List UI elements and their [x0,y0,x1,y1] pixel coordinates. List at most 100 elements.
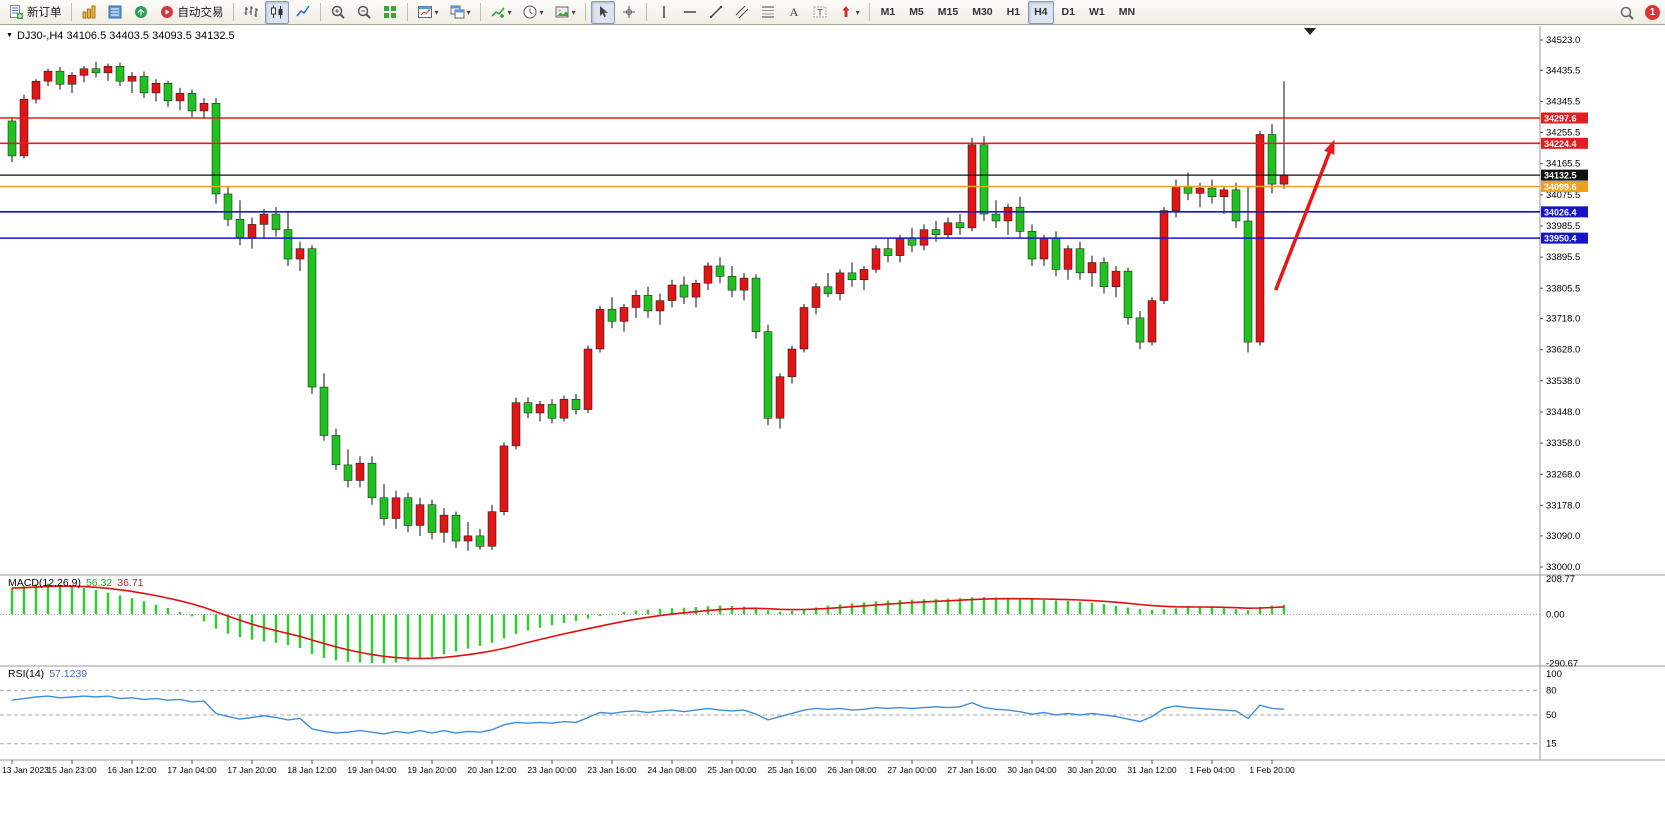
crosshair-button[interactable] [617,1,641,24]
toolbar-separator [479,3,481,21]
timeframe-d1-button[interactable]: D1 [1061,6,1075,18]
price-shift-marker[interactable] [1304,28,1316,35]
macd-indicator: 208.77 0.00 -290.67 [0,574,1578,669]
notification-badge[interactable]: 1 [1645,5,1660,20]
rsi-line [11,695,1285,735]
svg-text:19 Jan 04:00: 19 Jan 04:00 [347,765,396,775]
bid-price-line-tag [1541,169,1588,181]
new-chart-icon [417,4,433,20]
zoom-in-button[interactable] [326,1,350,24]
rsi-label: RSI(14) [8,668,45,680]
chart-svg[interactable]: 34523.0 34435.5 34345.5 34255.5 34165.5 34075… [0,25,1665,835]
svg-text:34099.6: 34099.6 [1544,182,1577,192]
svg-text:34435.5: 34435.5 [1546,65,1580,76]
svg-text:16 Jan 12:00: 16 Jan 12:00 [107,765,156,775]
auto-trading-icon [159,4,175,20]
market-watch-icon [107,4,123,20]
chevron-down-icon: ▾ [507,7,512,17]
fibonacci-icon [760,4,776,20]
symbol-dropdown-icon[interactable]: ▼ [6,32,13,39]
macd-signal-line [11,585,1285,660]
text-icon: A [786,4,802,20]
profiles-button[interactable]: ▾ [445,1,475,24]
text-button[interactable]: A [782,1,806,24]
svg-text:15: 15 [1546,739,1557,750]
bar-chart-button[interactable] [239,1,263,24]
label-button[interactable]: T [808,1,832,24]
periods-button[interactable]: ▾ [518,1,548,24]
channel-button[interactable] [730,1,754,24]
chevron-down-icon: ▾ [539,7,544,17]
trendline-button[interactable] [704,1,728,24]
candlestick-chart-icon [269,4,285,20]
chevron-down-icon: ▾ [434,7,439,17]
svg-text:33268.0: 33268.0 [1546,469,1580,480]
svg-text:34132.5: 34132.5 [1544,171,1577,181]
svg-text:25 Jan 00:00: 25 Jan 00:00 [707,765,756,775]
horizontal-line-button[interactable] [678,1,702,24]
label-icon: T [812,4,828,20]
svg-text:17 Jan 20:00: 17 Jan 20:00 [227,765,276,775]
fibonacci-button[interactable] [756,1,780,24]
cursor-button[interactable] [590,0,615,24]
vertical-line-button[interactable] [652,1,676,24]
svg-text:34165.5: 34165.5 [1546,159,1580,170]
chart-title: ▼ DJ30-,H4 34106.5 34403.5 34093.5 34132.… [6,30,235,42]
arrows-button[interactable]: ▾ [834,1,864,24]
resistance-line-1-tag [1541,112,1588,124]
auto-trading-button[interactable]: 自动交易 [155,1,228,24]
timeframe-m5-button[interactable]: M5 [909,6,924,18]
svg-text:20 Jan 12:00: 20 Jan 12:00 [467,765,516,775]
new-order-button[interactable]: 新订单 [4,1,66,24]
timeframe-m1-button[interactable]: M1 [880,6,896,18]
svg-text:25 Jan 16:00: 25 Jan 16:00 [767,765,816,775]
search-button[interactable] [1615,1,1639,24]
svg-text:34523.0: 34523.0 [1546,35,1580,46]
tile-windows-button[interactable] [378,1,402,24]
line-chart-button[interactable] [291,1,315,24]
chart-window[interactable]: 34523.0 34435.5 34345.5 34255.5 34165.5 34075… [0,25,1665,835]
new-chart-button[interactable]: ▾ [413,1,443,24]
chevron-down-icon: ▾ [855,7,860,17]
macd-title: MACD(12,26,9) 56.32 36.71 [8,577,144,589]
navigator-button[interactable] [129,1,153,24]
svg-text:208.77: 208.77 [1546,574,1575,585]
svg-text:26 Jan 08:00: 26 Jan 08:00 [827,765,876,775]
svg-text:23 Jan 16:00: 23 Jan 16:00 [587,765,636,775]
indicators-button[interactable]: ▾ [486,1,516,24]
svg-text:33805.5: 33805.5 [1546,283,1580,294]
resistance-line-2-tag [1541,137,1588,149]
svg-text:34345.5: 34345.5 [1546,96,1580,107]
chevron-down-icon: ▾ [466,7,471,17]
new-order-icon [8,4,24,20]
arrows-icon [838,4,854,20]
svg-text:A: A [789,5,798,19]
zoom-out-icon [356,4,372,20]
trendline-icon [708,4,724,20]
chart-window-button[interactable] [77,1,101,24]
svg-text:33628.0: 33628.0 [1546,345,1580,356]
svg-text:50: 50 [1546,710,1557,721]
svg-text:33090.0: 33090.0 [1546,531,1580,542]
rsi-title: RSI(14) 57.1239 [8,668,87,680]
svg-text:34297.6: 34297.6 [1544,113,1577,123]
timeframe-m15-button[interactable]: M15 [937,6,959,18]
templates-button[interactable]: ▾ [550,1,580,24]
timeframe-mn-button[interactable]: MN [1118,6,1136,18]
line-chart-icon [295,4,311,20]
macd-label: MACD(12,26,9) [8,577,81,589]
svg-text:27 Jan 16:00: 27 Jan 16:00 [947,765,996,775]
timeframe-h1-button[interactable]: H1 [1006,6,1021,18]
candlestick-chart-button[interactable] [264,0,289,24]
market-watch-button[interactable] [103,1,127,24]
zoom-out-button[interactable] [352,1,376,24]
tile-windows-icon [382,4,398,20]
horizontal-line-icon [682,4,698,20]
timeframe-w1-button[interactable]: W1 [1088,6,1105,18]
trend-arrow-annotation[interactable] [1273,139,1335,291]
timeframe-h4-button[interactable]: H4 [1028,0,1054,24]
timeframe-m30-button[interactable]: M30 [972,6,993,18]
svg-text:T: T [817,8,823,18]
